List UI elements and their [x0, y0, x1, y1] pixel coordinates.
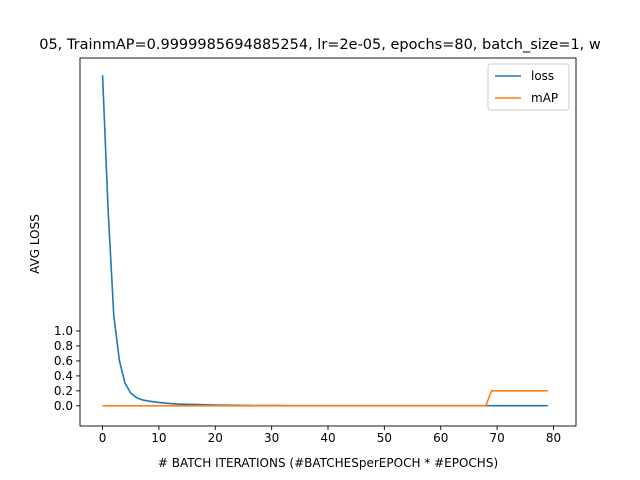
y-tick-label: 0.2 — [54, 384, 73, 398]
y-tick-label: 0.6 — [54, 354, 73, 368]
axes-frame — [79, 57, 577, 427]
x-tick-label: 40 — [320, 431, 335, 445]
series-line-map — [102, 390, 548, 407]
x-tick-label: 10 — [151, 431, 166, 445]
plot-area: 0 10 20 30 40 50 60 70 80 0.00.20.40.60.81.0 loss m… — [54, 57, 577, 445]
legend-label-loss: loss — [531, 69, 554, 83]
legend-label-map: mAP — [531, 91, 558, 105]
y-tick-label: 1.0 — [54, 324, 73, 338]
x-tick-label: 0 — [99, 431, 107, 445]
x-axis-label: # BATCH ITERATIONS (#BATCHESperEPOCH * #… — [158, 456, 498, 470]
x-tick-label: 70 — [489, 431, 504, 445]
y-tick-label: 0.8 — [54, 339, 73, 353]
x-tick-label: 30 — [264, 431, 279, 445]
x-tick-label: 60 — [433, 431, 448, 445]
x-tick-label: 50 — [377, 431, 392, 445]
series-line-loss — [101, 75, 548, 407]
y-tick-label: 0.0 — [54, 399, 73, 413]
x-tick-label: 80 — [546, 431, 561, 445]
y-tick-label: 0.4 — [54, 369, 73, 383]
y-axis-label: AVG LOSS — [28, 214, 42, 274]
chart-title: 05, TrainmAP=0.9999985694885254, lr=2e-0… — [39, 37, 601, 53]
x-tick-label: 20 — [208, 431, 223, 445]
